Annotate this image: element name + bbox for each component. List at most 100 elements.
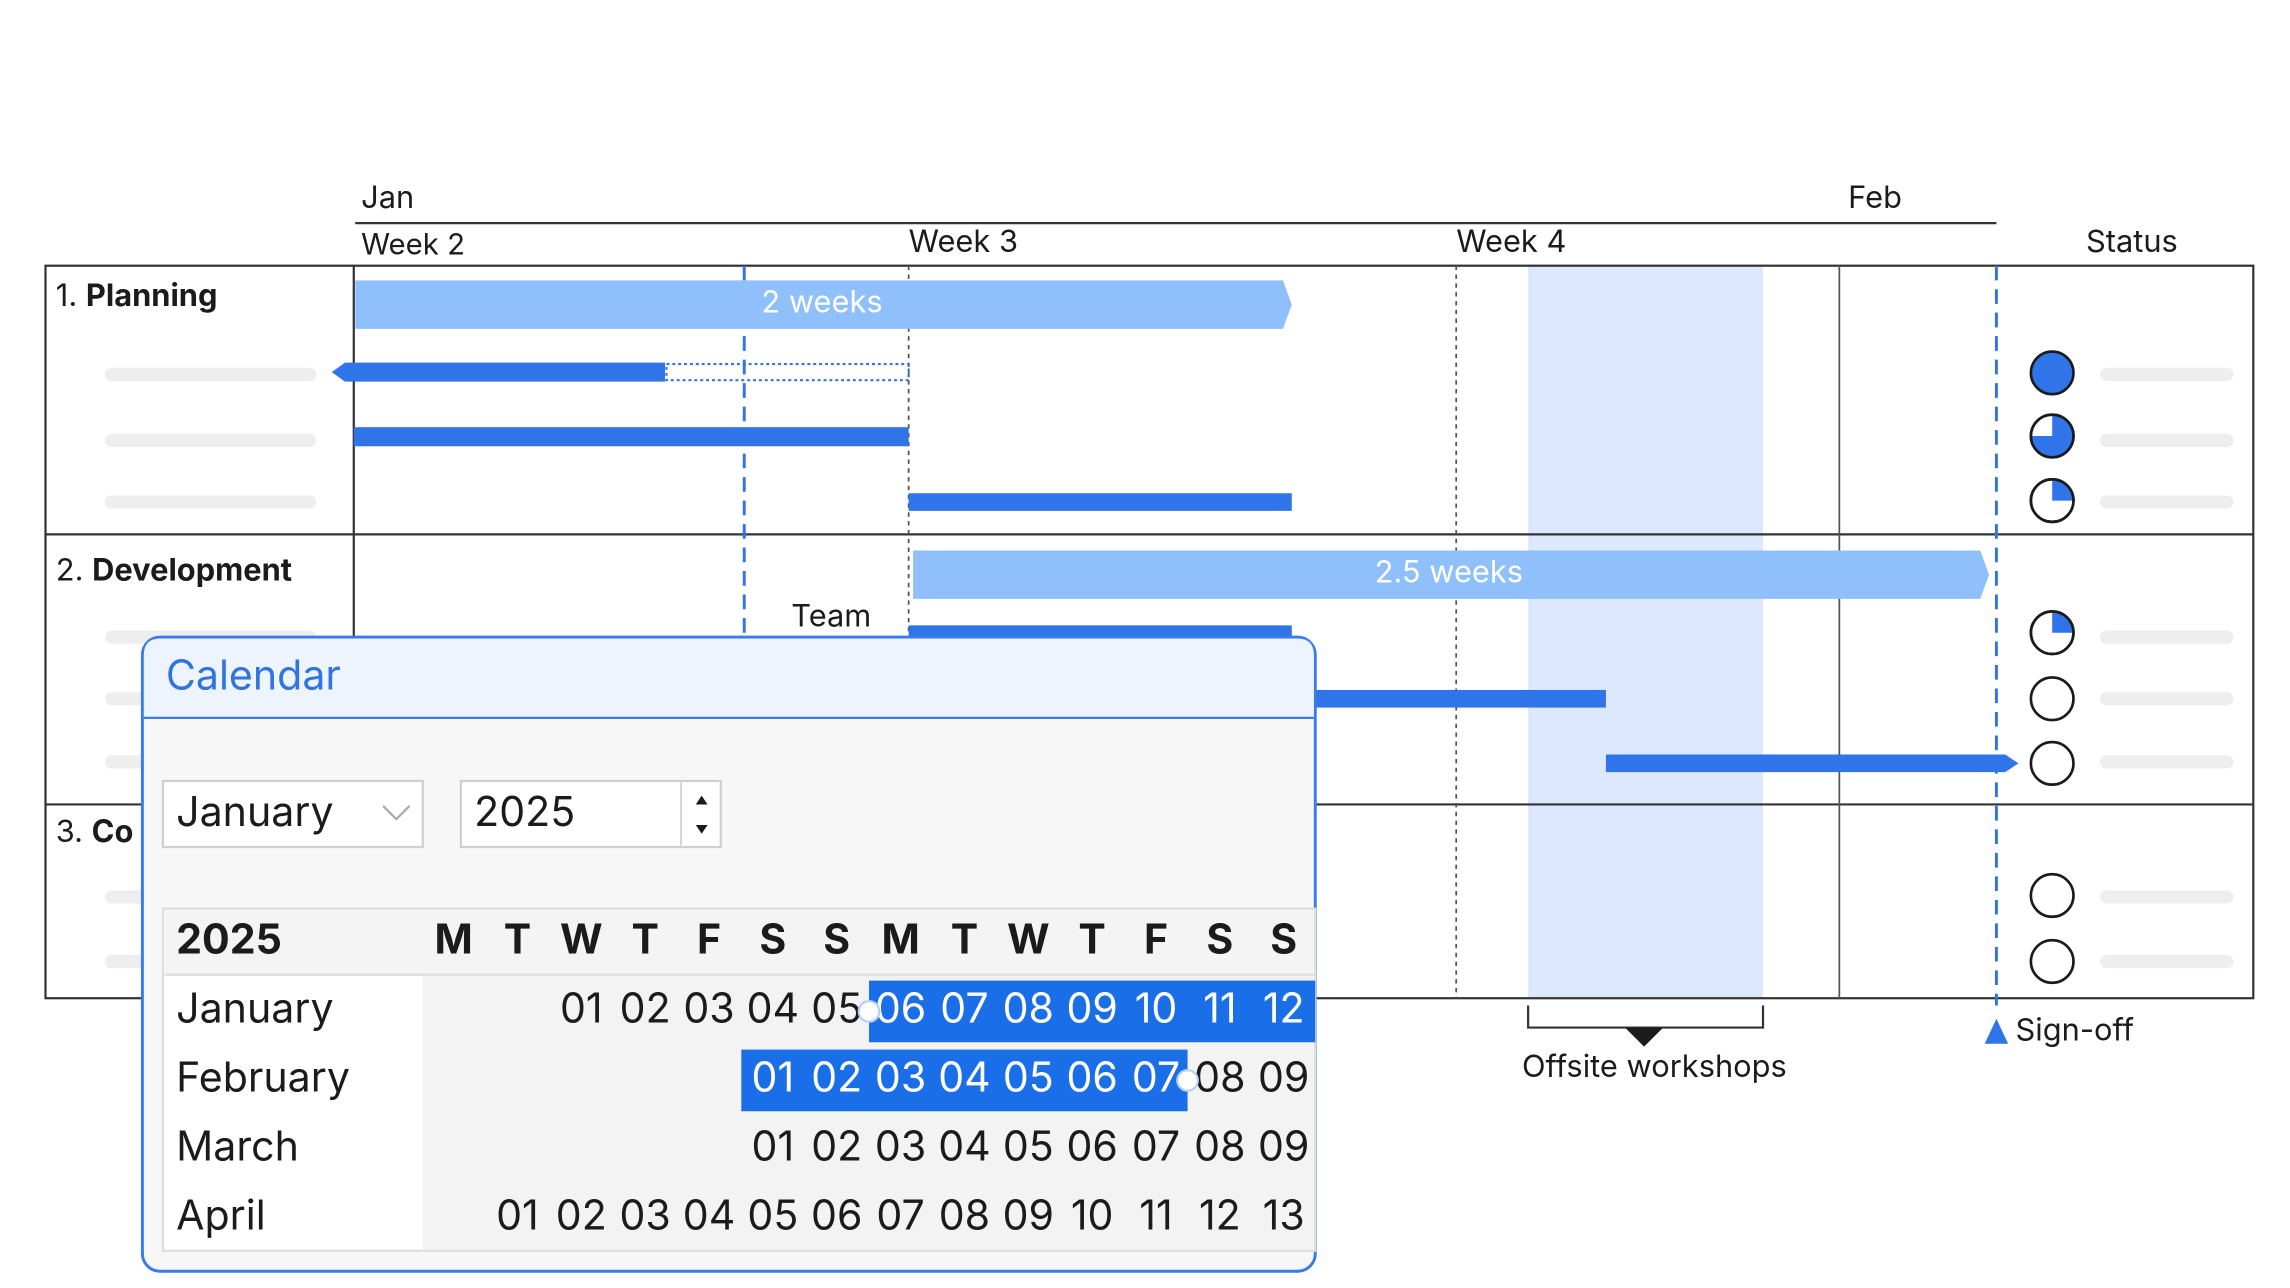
month-label: Feb [1848,179,1902,216]
weekday-header: T [1078,914,1105,964]
status-ring [2029,350,2075,396]
day-cell[interactable]: 01 [752,1121,795,1171]
spinner-up[interactable] [695,795,708,805]
section-label: 3. Co [56,813,134,850]
month-name: April [176,1190,266,1240]
day-cell[interactable]: 07 [1132,1052,1180,1102]
popup-header [143,638,1314,718]
day-cell[interactable]: 12 [1199,1190,1241,1240]
task-bar-slack [665,362,910,382]
week-label: Week 2 [361,228,465,263]
day-cell[interactable]: 04 [938,1121,990,1171]
task-bar[interactable] [353,427,909,447]
day-cell[interactable]: 10 [1135,983,1178,1033]
day-cell[interactable]: 02 [620,983,671,1033]
task-bar[interactable] [1605,754,2019,773]
weekday-header: S [759,914,786,964]
status-fill [2052,611,2074,633]
day-cell[interactable]: 03 [683,983,734,1033]
summary-bar[interactable] [913,550,1990,599]
day-cell[interactable]: 05 [747,1190,798,1240]
day-cell[interactable]: 08 [1194,1052,1245,1102]
status-ring [2029,938,2075,985]
select-chevron [382,805,411,821]
status-icon [2029,872,2075,919]
month-name: January [176,983,333,1033]
month-name: March [176,1121,299,1171]
month-select[interactable] [161,779,424,849]
day-cell[interactable]: 10 [1071,1190,1114,1240]
day-cell[interactable]: 03 [875,1052,926,1102]
task-bar[interactable] [908,493,1292,511]
day-cell[interactable]: 08 [939,1190,990,1240]
day-cell[interactable]: 08 [1003,983,1054,1033]
day-cell[interactable]: 04 [938,1052,990,1102]
weekday-header: F [1144,914,1168,964]
status-icon [2029,938,2075,985]
status-ring [2029,740,2075,786]
day-cell[interactable]: 07 [1132,1121,1180,1171]
day-cell[interactable]: 05 [1003,1052,1054,1102]
day-cell[interactable]: 11 [1139,1190,1172,1240]
status-icon [2029,740,2075,786]
day-cell[interactable]: 02 [811,1052,862,1102]
summary-bar[interactable] [355,280,1292,329]
day-cell[interactable]: 11 [1203,983,1236,1033]
weekday-header: T [951,914,978,964]
day-cell[interactable]: 12 [1263,983,1305,1033]
offsite-pointer [1625,1027,1664,1047]
day-cell[interactable]: 07 [876,1190,924,1240]
weekday-header: S [823,914,850,964]
range-handle[interactable] [857,1000,881,1023]
day-cell[interactable]: 05 [811,983,862,1033]
day-cell[interactable]: 04 [683,1190,735,1240]
day-cell[interactable]: 01 [752,1052,795,1102]
task-bar[interactable] [331,362,665,382]
day-cell[interactable]: 05 [1003,1121,1054,1171]
week-label: Week 3 [909,223,1018,260]
weekday-header: T [504,914,531,964]
section-label: 2. Development [56,552,292,589]
day-cell[interactable]: 02 [811,1121,862,1171]
day-cell[interactable]: 13 [1263,1190,1305,1240]
day-cell[interactable]: 03 [620,1190,671,1240]
bar-label: 2 weeks [761,283,882,320]
day-cell[interactable]: 01 [560,983,603,1033]
year-input-value: 2025 [474,786,575,836]
range-handle[interactable] [1176,1069,1199,1092]
day-cell[interactable]: 06 [875,983,926,1033]
weekday-header: W [560,914,603,964]
year-input[interactable] [459,779,722,849]
status-fill [2052,479,2074,501]
day-cell[interactable]: 03 [875,1121,926,1171]
day-cell[interactable]: 09 [1258,1121,1309,1171]
day-cell[interactable]: 01 [496,1190,539,1240]
section-name: Co [92,813,134,850]
signoff-marker [1984,1018,2009,1044]
day-cell[interactable]: 06 [1066,1121,1117,1171]
status-fill [2030,414,2074,458]
day-cell[interactable]: 06 [1066,1052,1117,1102]
day-cell[interactable]: 07 [940,983,988,1033]
day-cell[interactable]: 06 [811,1190,862,1240]
status-icon [2029,350,2075,396]
day-cell[interactable]: 09 [1258,1052,1309,1102]
task-bar[interactable] [908,625,1292,638]
day-cell[interactable]: 02 [556,1190,607,1240]
status-header: Status [2086,223,2178,260]
popup-title: Calendar [166,649,341,699]
day-cell[interactable]: 09 [1066,983,1117,1033]
day-cell[interactable]: 09 [1003,1190,1054,1240]
day-cell[interactable]: 04 [747,983,799,1033]
section-name: Planning [86,277,218,314]
annotation: Sign-off [2015,1011,2134,1048]
section-number: 2. [56,552,84,589]
spinner-down[interactable] [695,824,708,834]
task-bar[interactable] [1315,689,1606,708]
weekday-header: S [1270,914,1297,964]
day-cell[interactable]: 08 [1194,1121,1245,1171]
range-highlight [869,980,1316,1043]
status-ring [2029,413,2075,459]
offsite-band [1528,265,1764,999]
